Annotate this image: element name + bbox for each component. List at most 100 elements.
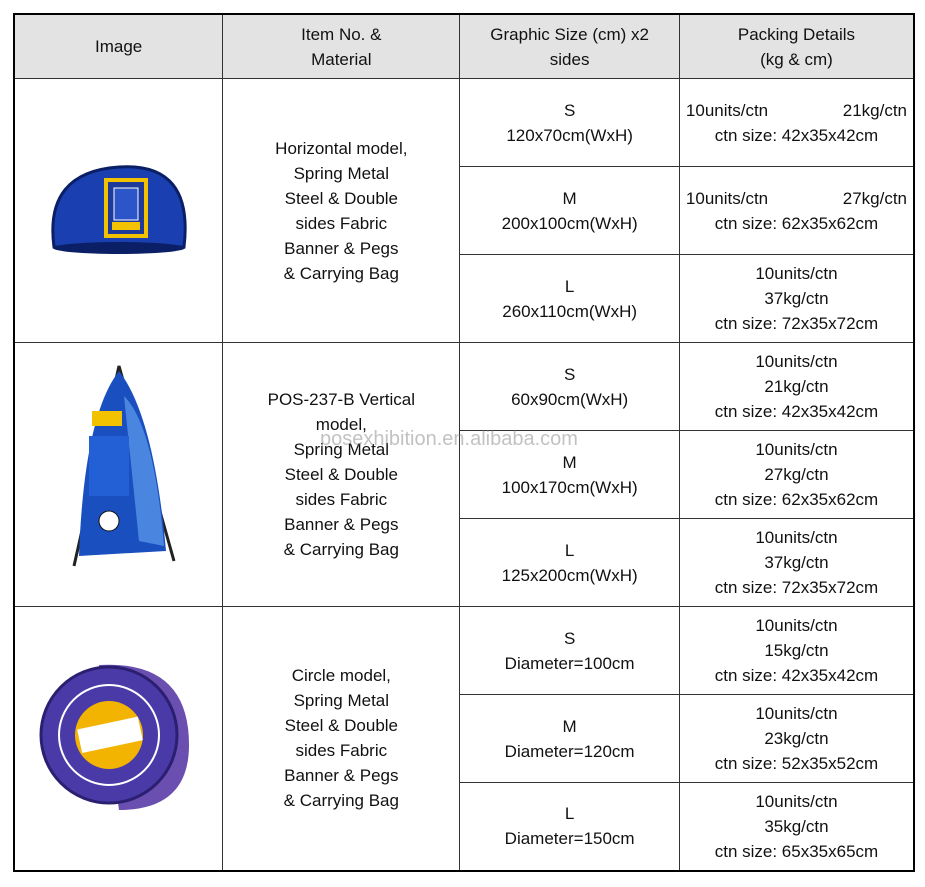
text-line: 15kg/ctn bbox=[764, 641, 829, 660]
text-line: Banner & Pegs bbox=[284, 238, 399, 258]
text-line: 10units/ctn bbox=[755, 440, 838, 459]
text-line: 10units/ctn bbox=[755, 791, 838, 811]
dimension: Diameter=120cm bbox=[504, 741, 635, 761]
text-line: Spring Metal bbox=[293, 440, 390, 459]
size-cell: M Diameter=120cm bbox=[459, 694, 680, 783]
image-cell bbox=[13, 606, 224, 871]
header-cell: Packing Details (kg & cm) bbox=[678, 13, 915, 79]
image-cell bbox=[13, 78, 224, 343]
table-row: L Diameter=150cm 10units/ctn 35kg/ctn ctn si… bbox=[14, 782, 915, 871]
table-body: Horizontal model, Spring Metal Steel & Dou… bbox=[13, 78, 915, 871]
text-line: 10units/ctn bbox=[755, 352, 838, 371]
text-line: Material bbox=[311, 49, 372, 69]
text-line: POS-237-B Vertical bbox=[267, 390, 416, 409]
dimension: 120x70cm(WxH) bbox=[506, 125, 633, 145]
text-line: Spring Metal bbox=[293, 691, 390, 711]
size-cell: M 100x170cm(WxH) bbox=[459, 430, 680, 519]
text-line: 35kg/ctn bbox=[764, 816, 829, 836]
spec-table: Image Item No. & Material Graphic Size (cm)… bbox=[13, 13, 915, 872]
packing-cell: 10units/ctn 37kg/ctn ctn size: 72x35x72cm bbox=[678, 518, 915, 607]
dimension: 125x200cm(WxH) bbox=[501, 565, 638, 585]
text-line: 37kg/ctn bbox=[764, 289, 829, 308]
dimension: Diameter=150cm bbox=[504, 829, 635, 849]
size-label: L bbox=[564, 276, 575, 296]
item-cell: Circle model, Spring Metal Steel & Double s… bbox=[222, 606, 461, 871]
table-row: M 100x170cm(WxH) 10units/ctn 27kg/ctn ctn si… bbox=[14, 430, 915, 519]
size-cell: S 120x70cm(WxH) bbox=[459, 78, 680, 167]
text-line: 37kg/ctn bbox=[764, 553, 829, 572]
text-line: Horizontal model, bbox=[275, 138, 408, 158]
text-line: 10units/ctn bbox=[755, 616, 838, 635]
dimension: 260x110cm(WxH) bbox=[502, 301, 638, 321]
item-cell: Horizontal model, Spring Metal Steel & Dou… bbox=[222, 78, 461, 343]
packing-cell: 10units/ctn 27kg/ctn ctn size: 62x35x62cm bbox=[678, 430, 915, 519]
text-line: Circle model, bbox=[291, 666, 391, 686]
image-cell bbox=[13, 342, 224, 607]
text-part: 10units/ctn bbox=[685, 188, 769, 208]
text-line: ctn size: 72x35x72cm bbox=[714, 314, 879, 333]
table-row: POS-237-B Vertical model, Spring Metal Stee… bbox=[13, 342, 915, 607]
packing-cell: 10units/ctn 21kg/ctn ctn size: 42x35x42cm bbox=[678, 342, 915, 431]
packing-cell: 10units/ctn 37kg/ctn ctn size: 72x35x72cm bbox=[678, 254, 915, 343]
size-label: L bbox=[564, 804, 575, 824]
text-line: 21kg/ctn bbox=[764, 377, 829, 396]
dimension: 60x90cm(WxH) bbox=[511, 389, 629, 409]
text-line: sides Fabric bbox=[295, 741, 388, 761]
table-row: Horizontal model, Spring Metal Steel & Dou… bbox=[13, 78, 915, 343]
header-cell: Item No. & Material bbox=[222, 13, 461, 79]
size-cell: S Diameter=100cm bbox=[459, 606, 680, 695]
text-line: ctn size: 72x35x72cm bbox=[714, 578, 879, 597]
text-line: Item No. & bbox=[301, 24, 382, 44]
text-line: Packing Details bbox=[737, 24, 856, 44]
watermark: posexhibition.en.alibaba.com bbox=[320, 428, 578, 450]
table-row: L 260x110cm(WxH) 10units/ctn 37kg/ctn ctn si… bbox=[14, 254, 915, 343]
table-row: L 125x200cm(WxH) 10units/ctn 37kg/ctn ctn si… bbox=[14, 518, 915, 607]
text-line: Banner & Pegs bbox=[284, 515, 399, 534]
text-line: sides Fabric bbox=[295, 490, 388, 509]
text-part: 27kg/ctn bbox=[842, 188, 907, 208]
header-row: Image Item No. & Material Graphic Size (cm)… bbox=[13, 13, 915, 79]
size-cell: L Diameter=150cm bbox=[459, 782, 680, 871]
text-line: ctn size: 62x35x62cm bbox=[714, 490, 879, 509]
product-image bbox=[19, 356, 218, 593]
text-line: ctn size: 42x35x42cm bbox=[714, 125, 879, 145]
text-part: 21kg/ctn bbox=[842, 100, 907, 120]
text-line: Image bbox=[95, 37, 143, 56]
header-cell: Graphic Size (cm) x2 sides bbox=[459, 13, 680, 79]
size-label: S bbox=[563, 100, 576, 120]
size-label: M bbox=[562, 452, 577, 472]
text-line: ctn size: 42x35x42cm bbox=[714, 402, 879, 421]
text-line: Graphic Size (cm) x2 bbox=[490, 24, 649, 44]
size-label: M bbox=[562, 188, 577, 208]
text-line: 10units/ctn 27kg/ctn bbox=[684, 186, 909, 211]
text-line: 10units/ctn bbox=[755, 264, 838, 283]
text-line: & Carrying Bag bbox=[283, 791, 399, 811]
size-cell: S 60x90cm(WxH) bbox=[459, 342, 680, 431]
table-row: M 200x100cm(WxH) 10units/ctn 27kg/ctn ctn si… bbox=[14, 166, 915, 255]
size-label: S bbox=[563, 364, 576, 384]
size-label: L bbox=[564, 540, 575, 560]
table-row: Circle model, Spring Metal Steel & Double s… bbox=[13, 606, 915, 871]
text-line: sides Fabric bbox=[295, 213, 388, 233]
text-line: 10units/ctn 21kg/ctn bbox=[684, 98, 909, 123]
text-line: Banner & Pegs bbox=[284, 766, 399, 786]
text-line: ctn size: 52x35x52cm bbox=[714, 754, 879, 773]
text-line: 27kg/ctn bbox=[764, 465, 829, 484]
text-line: Steel & Double bbox=[284, 716, 399, 736]
item-cell: POS-237-B Vertical model, Spring Metal Stee… bbox=[222, 342, 461, 607]
size-label: S bbox=[563, 628, 576, 648]
dimension: 200x100cm(WxH) bbox=[501, 213, 638, 233]
text-line: & Carrying Bag bbox=[283, 540, 399, 559]
dimension: Diameter=100cm bbox=[504, 653, 635, 673]
text-line: Steel & Double bbox=[284, 465, 399, 484]
text-line: ctn size: 62x35x62cm bbox=[714, 213, 879, 233]
text-line: model, bbox=[315, 415, 367, 434]
text-line: (kg & cm) bbox=[760, 49, 833, 69]
text-line: 23kg/ctn bbox=[764, 729, 829, 748]
product-image bbox=[19, 645, 218, 832]
product-image bbox=[19, 152, 218, 269]
text-line: ctn size: 42x35x42cm bbox=[714, 666, 879, 685]
packing-cell: 10units/ctn 35kg/ctn ctn size: 65x35x65cm bbox=[678, 782, 915, 871]
text-line: 10units/ctn bbox=[755, 704, 838, 723]
